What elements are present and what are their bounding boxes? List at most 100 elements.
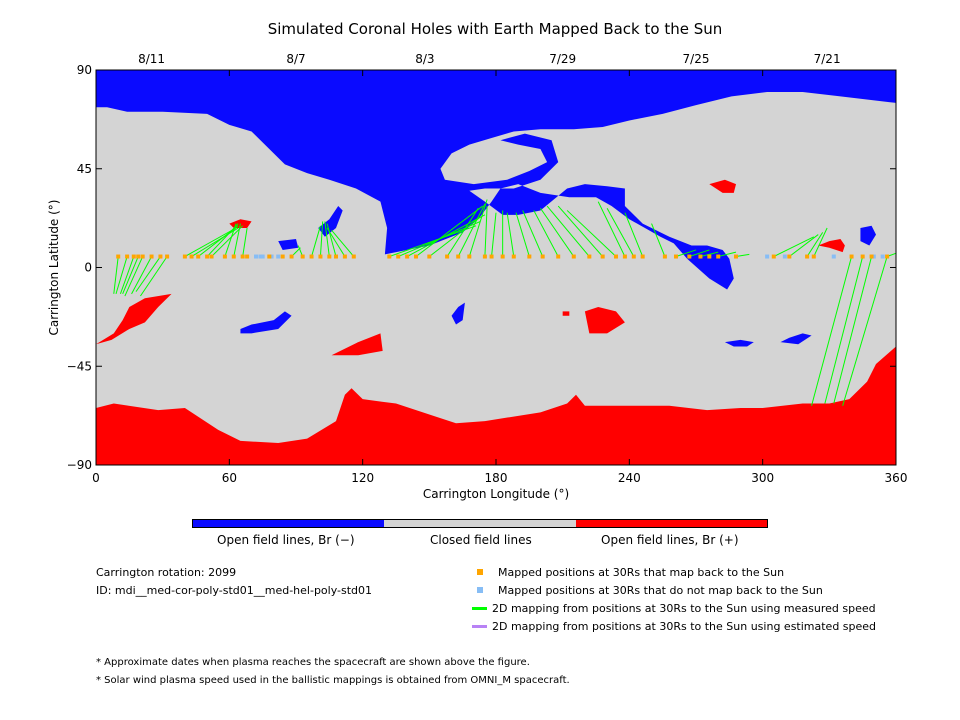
measured-mapping-line-42: [566, 210, 617, 257]
measured-mapping-line-19: [319, 221, 324, 257]
measured-mapping-line-51: [735, 253, 750, 258]
negative-open-region-6: [780, 333, 812, 345]
mapped-point-24: [334, 254, 338, 259]
model-id: ID: mdi__med-cor-poly-std01__med-hel-pol…: [96, 584, 373, 597]
mapped-point-23: [327, 254, 332, 259]
measured-mapping-line-13: [224, 223, 237, 257]
mapped-point-38: [511, 254, 516, 259]
measured-mapping-line-26: [406, 214, 486, 257]
colorbar-negative: [193, 520, 385, 527]
measured-mapping-line-27: [415, 205, 483, 257]
x-tick-label-6: 360: [885, 471, 908, 485]
measured-mapping-line-47: [675, 249, 697, 258]
mapped-point-32: [445, 254, 450, 259]
legend-unmapped: Mapped positions at 30Rs that do not map…: [477, 583, 823, 597]
measured-mapping-line-52: [773, 236, 814, 257]
measured-mapping-line-37: [522, 210, 544, 257]
unmapped-point-10: [880, 254, 885, 259]
mapped-point-25: [342, 254, 347, 259]
x-tick-label-3: 180: [485, 471, 508, 485]
measured-mapping-line-6: [135, 256, 161, 292]
mapped-point-44: [600, 254, 605, 259]
mapped-point-1: [125, 254, 130, 259]
measured-mapping-line-28: [429, 216, 481, 257]
negative-open-region-5: [724, 339, 754, 347]
y-tick-label-1: 45: [77, 162, 92, 176]
mapped-point-3: [136, 254, 141, 259]
measured-mapping-line-7: [140, 256, 168, 297]
negative-open-region-4: [240, 311, 292, 334]
measured-mapping-line-38: [533, 210, 559, 257]
positive-open-region-2: [331, 333, 383, 356]
measured-mapping-line-58: [833, 256, 873, 404]
measured-mapping-line-12: [211, 225, 244, 257]
measured-mapping-line-60: [886, 252, 896, 257]
mapped-point-59: [811, 254, 816, 259]
mapped-point-13: [222, 254, 227, 259]
measured-mapping-line-29: [446, 207, 479, 257]
mapped-point-6: [158, 254, 163, 259]
estimated-line-icon: [472, 624, 487, 628]
measured-mapping-line-57: [824, 256, 864, 404]
mapped-point-33: [456, 254, 461, 259]
measured-mapping-line-59: [842, 256, 888, 406]
measured-mapping-line-45: [624, 212, 644, 257]
mapped-point-28: [396, 254, 401, 259]
y-tick-label-0: 90: [77, 63, 92, 77]
measured-mapping-line-4: [124, 256, 144, 297]
mapped-point-43: [587, 254, 592, 259]
mapped-point-46: [622, 254, 627, 259]
measured-mapping-line-1: [115, 256, 128, 294]
date-tick-label-1: 8/7: [286, 52, 305, 66]
measured-mapping-line-30: [457, 203, 486, 257]
mapped-point-29: [405, 254, 410, 259]
unmapped-point-1: [258, 254, 263, 259]
x-tick-label-5: 300: [751, 471, 774, 485]
measured-mapping-line-55: [813, 227, 828, 257]
unmapped-point-4: [269, 254, 274, 259]
coronal-hole-map: 0 60 120 180 240 300 360 90 45 0 −45 −90 8/11 8/7 8/3 7…: [47, 52, 908, 501]
mapped-point-40: [540, 254, 545, 259]
mapped-point-15: [240, 254, 245, 259]
measured-mapping-line-56: [811, 256, 853, 406]
measured-mapping-line-35: [506, 212, 515, 257]
date-tick-label-4: 7/25: [683, 52, 710, 66]
legend-mapped: Mapped positions at 30Rs that map back t…: [477, 565, 784, 579]
negative-open-region-2: [318, 206, 343, 237]
mapped-point-50: [674, 254, 678, 259]
unmapped-point-9: [871, 254, 876, 259]
mapped-point-35: [482, 254, 487, 259]
mapped-point-0: [116, 254, 121, 259]
unmapped-point-7: [782, 254, 787, 259]
mapped-point-37: [500, 254, 505, 259]
colorbar-label-closed: Closed field lines: [430, 533, 532, 547]
mapped-point-54: [716, 254, 721, 259]
mapped-point-45: [614, 254, 618, 259]
measured-mapping-line-49: [700, 251, 719, 258]
mapped-point-31: [427, 254, 432, 259]
x-tick-label-1: 60: [222, 471, 237, 485]
mapped-point-8: [182, 254, 187, 259]
mapped-point-39: [527, 254, 532, 259]
mapped-point-58: [805, 254, 810, 259]
measured-mapping-line-18: [311, 225, 321, 257]
unmapped-square-icon: [477, 587, 483, 593]
measured-mapping-line-8: [184, 227, 237, 257]
mapped-point-16: [245, 254, 250, 259]
date-tick-label-5: 7/21: [814, 52, 841, 66]
measured-line-icon: [472, 606, 487, 610]
mapped-point-34: [467, 254, 472, 259]
measured-mapping-line-31: [468, 199, 488, 257]
mapped-point-56: [771, 254, 776, 259]
mapped-point-10: [196, 254, 201, 259]
mapped-point-53: [707, 254, 712, 259]
measured-mapping-line-48: [689, 249, 710, 258]
mapped-point-30: [414, 254, 418, 259]
legend-estimated: 2D mapping from positions at 30Rs to the…: [472, 619, 876, 633]
mapped-point-2: [131, 254, 136, 259]
measured-mapping-line-23: [331, 229, 355, 257]
x-tick-label-2: 120: [351, 471, 374, 485]
unmapped-point-6: [765, 254, 770, 259]
measured-mapping-line-36: [515, 212, 530, 257]
carrington-rotation: Carrington rotation: 2099: [96, 566, 237, 579]
